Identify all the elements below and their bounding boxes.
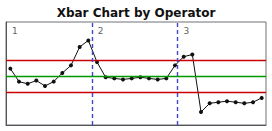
svg-text:3: 3 [184,26,190,36]
svg-text:1: 1 [12,26,18,36]
svg-text:2: 2 [98,26,104,36]
svg-text:Xbar Chart by Operator: Xbar Chart by Operator [57,6,216,20]
